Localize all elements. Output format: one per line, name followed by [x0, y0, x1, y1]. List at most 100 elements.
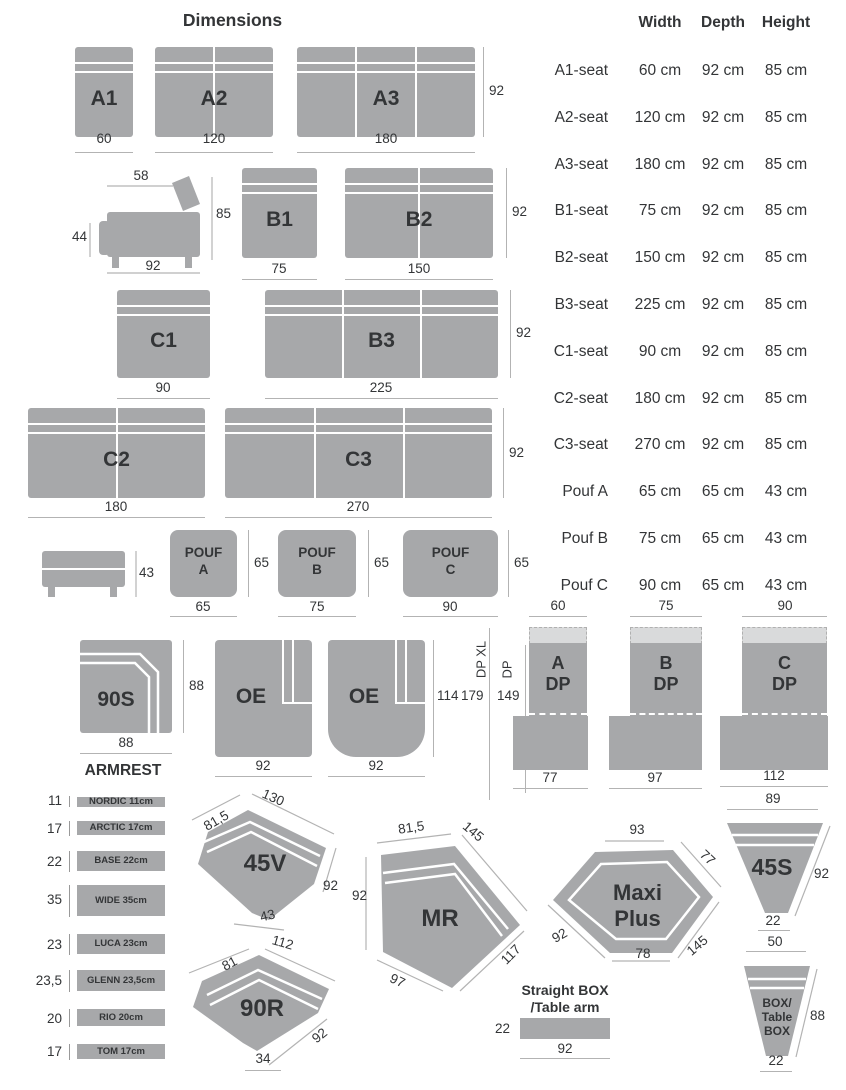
module-oe-2: OE: [328, 640, 425, 757]
module-b-dp: B DP: [630, 643, 702, 716]
row-width: 60 cm: [638, 62, 682, 79]
module-90s: [80, 640, 172, 733]
dim-side-height: 85: [216, 206, 232, 221]
row-height: 43 cm: [764, 530, 808, 547]
module-box-label-1: BOX/: [762, 996, 792, 1010]
module-c3: C3: [225, 408, 492, 498]
row-depth: 92 cm: [701, 343, 745, 360]
seam-line: [75, 62, 133, 64]
straight-box-title-1: Straight BOX: [521, 982, 609, 998]
dim-line: [508, 530, 509, 597]
divider-line: [420, 290, 422, 378]
armrest-bar: LUCA 23cm: [77, 934, 165, 954]
row-height: 85 cm: [764, 436, 808, 453]
module-a2: A2: [155, 47, 273, 137]
dim-line: [742, 616, 827, 617]
fold-line: [742, 713, 827, 715]
dim-line: [345, 279, 493, 280]
module-b-dp-label-2: DP: [653, 674, 679, 694]
module-c1-label: C1: [150, 329, 177, 352]
module-pouf-b: POUF B: [278, 530, 356, 597]
module-oe-1: OE: [215, 640, 312, 757]
dim-90s-height: 88: [189, 678, 205, 693]
dim-dp-xl-label: DP XL: [473, 640, 489, 679]
fold-line: [529, 713, 587, 715]
dim-a3-width: 180: [374, 131, 398, 146]
table-row: A1-seat 60 cm 92 cm 85 cm: [540, 62, 846, 82]
table-row: Pouf C 90 cm 65 cm 43 cm: [540, 577, 846, 597]
divider-line: [116, 408, 118, 498]
armrest-label: GLENN 23,5cm: [86, 975, 156, 986]
module-c2-label: C2: [103, 448, 130, 471]
dim-line: [403, 616, 498, 617]
dim-line: [155, 152, 273, 153]
dim-line: [727, 809, 818, 810]
seam-line: [117, 305, 210, 307]
tick-line: [69, 970, 70, 992]
module-45s: [727, 823, 831, 917]
divider-line: [395, 640, 397, 702]
module-maxi-plus: [547, 840, 722, 962]
module-b3: B3: [265, 290, 498, 378]
seam-line: [117, 314, 210, 316]
seam-line: [225, 423, 492, 425]
dim-line: [215, 776, 312, 777]
row-depth: 92 cm: [701, 296, 745, 313]
module-b3-label: B3: [368, 329, 395, 352]
dim-line: [506, 168, 507, 258]
dim-line: [265, 398, 498, 399]
armrest-label: ARCTIC 17cm: [89, 822, 153, 833]
row-height: 85 cm: [764, 390, 808, 407]
dim-line: [183, 640, 184, 733]
module-45v-label: 45V: [243, 850, 287, 877]
armrest-bar: WIDE 35cm: [77, 885, 165, 916]
row-width: 90 cm: [638, 343, 682, 360]
module-c-dp-label-1: C: [778, 653, 791, 673]
module-mr-label: MR: [421, 905, 459, 932]
col-header-width: Width: [638, 14, 682, 31]
cdp-headrest: [742, 627, 827, 644]
dim-sbox-width: 92: [557, 1041, 573, 1056]
row-width: 180 cm: [634, 390, 686, 407]
seam-line: [265, 314, 498, 316]
row-name: B1-seat: [554, 202, 608, 219]
dim-pouf-c-depth: 65: [514, 555, 530, 570]
dim-pouf-c-width: 90: [442, 599, 458, 614]
dim-oe-1-width: 92: [255, 758, 271, 773]
pouf-b-label-2: B: [312, 562, 322, 577]
tick-line: [69, 885, 70, 917]
row-name: A1-seat: [554, 62, 608, 79]
row-height: 85 cm: [764, 62, 808, 79]
table-row: Pouf A 65 cm 65 cm 43 cm: [540, 483, 846, 503]
table-row: Pouf B 75 cm 65 cm 43 cm: [540, 530, 846, 550]
dim-cdp-top: 90: [777, 598, 793, 613]
row-depth: 92 cm: [701, 390, 745, 407]
dim-line: [75, 152, 133, 153]
col-header-depth: Depth: [701, 14, 745, 31]
dim-oe-2-width: 92: [368, 758, 384, 773]
armrest-value: 22: [46, 854, 62, 869]
module-b-dp-label-1: B: [659, 653, 673, 673]
module-90r: [188, 948, 336, 1066]
dim-line: [489, 628, 490, 800]
dim-line: [513, 788, 588, 789]
tick-line: [69, 851, 70, 872]
dim-side-seat: 44: [72, 229, 88, 244]
module-box-label-2: Table: [761, 1010, 793, 1024]
dim-a1-width: 60: [96, 131, 112, 146]
dim-maxi-bottom: 78: [635, 946, 651, 961]
dim-cdp-bottom: 112: [763, 768, 785, 783]
row-name: B3-seat: [554, 296, 608, 313]
module-90r-label: 90R: [239, 995, 285, 1022]
module-oe-1-label: OE: [235, 685, 267, 708]
row-width: 75 cm: [638, 202, 682, 219]
armrest-bar: BASE 22cm: [77, 851, 165, 871]
divider-line: [342, 290, 344, 378]
row-height: 43 cm: [764, 483, 808, 500]
dim-line: [720, 786, 828, 787]
module-45v: [191, 793, 337, 931]
col-header-height: Height: [761, 14, 811, 31]
dim-line: [368, 530, 369, 597]
module-a-dp-label-1: A: [551, 653, 565, 673]
